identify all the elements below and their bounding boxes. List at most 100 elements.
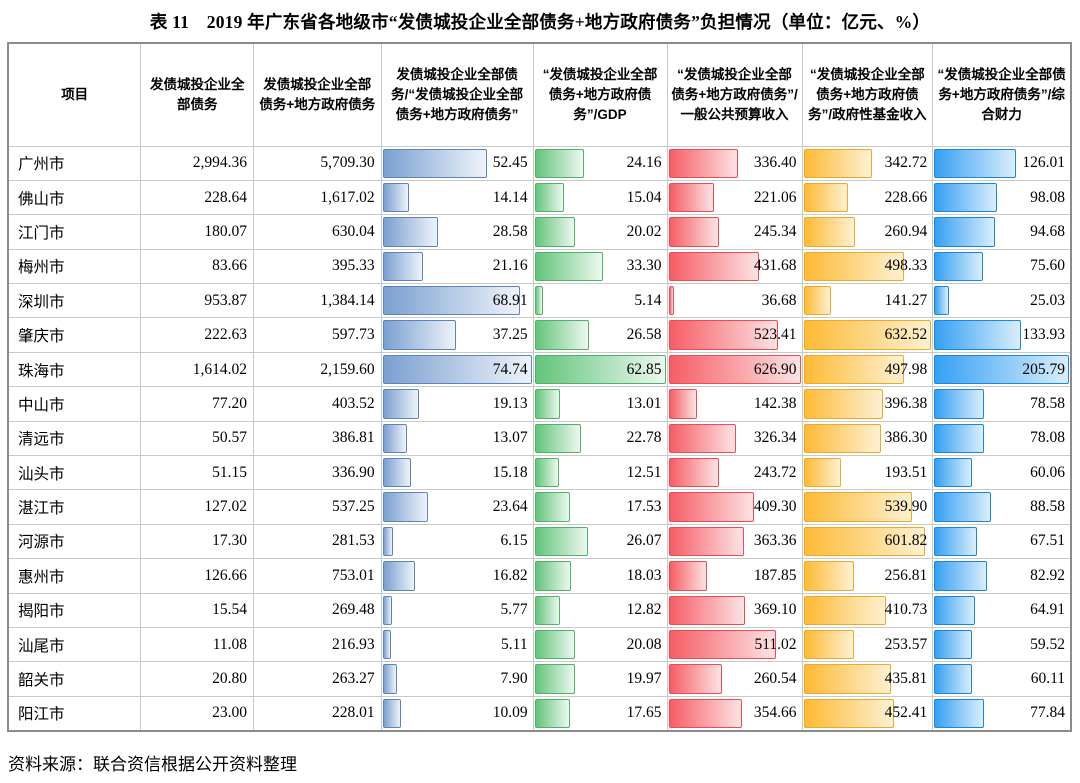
databar-cell: 19.97 [532,661,668,697]
value-cell: 597.73 [253,317,382,353]
city-cell: 惠州市 [7,558,142,594]
table-row: 汕尾市 11.08 216.93 5.11 20.08 511.02 253.57 59.52 [7,626,1072,663]
table-row: 佛山市 228.64 1,617.02 14.14 15.04 221.06 228.66 9… [7,179,1072,216]
bar-value-label: 245.34 [753,222,797,240]
bar-value-label: 21.16 [492,257,528,275]
data-bar [934,389,985,419]
databar-cell: 13.01 [532,386,668,422]
bar-value-label: 25.03 [1030,291,1065,309]
city-cell: 湛江市 [7,489,142,525]
bar-value-label: 37.25 [492,326,528,344]
databar-cell: 498.33 [801,248,934,285]
data-bar [382,698,401,728]
data-bar [934,561,988,591]
value-cell: 269.48 [253,592,382,628]
data-bar [934,251,983,282]
data-bar [534,148,584,178]
databar-cell: 28.58 [380,214,534,250]
bar-value-label: 435.81 [884,670,928,688]
table-row: 梅州市 83.66 395.33 21.16 33.30 431.68 498.33 75.6… [7,248,1072,285]
value-cell: 228.64 [140,179,255,216]
bar-value-label: 601.82 [884,532,928,550]
data-bar [803,595,886,625]
value-cell: 5,709.30 [253,145,382,181]
data-bar [534,458,560,488]
bar-value-label: 17.53 [626,498,662,516]
data-bar [534,664,575,694]
city-cell: 深圳市 [7,283,142,319]
value-cell: 216.93 [253,626,382,663]
bar-value-label: 67.51 [1030,532,1065,550]
value-cell: 1,617.02 [253,179,382,216]
table-body: 广州市 2,994.36 5,709.30 52.45 24.16 336.40 342.7… [7,145,1072,732]
value-cell: 17.30 [140,523,255,560]
databar-cell: 626.90 [666,351,803,388]
table-title: 表 11 2019 年广东省各地级市“发债城投企业全部债务+地方政府债务”负担情… [149,12,931,32]
databar-cell: 67.51 [932,523,1072,560]
bar-value-label: 326.34 [753,429,797,447]
bar-value-label: 33.30 [626,257,662,275]
data-bar [534,182,565,213]
databar-cell: 409.30 [666,489,803,525]
table-row: 河源市 17.30 281.53 6.15 26.07 363.36 601.82 67.51 [7,523,1072,560]
bar-value-label: 498.33 [884,257,928,275]
value-cell: 630.04 [253,214,382,250]
city-cell: 肇庆市 [7,317,142,353]
value-cell: 83.66 [140,248,255,285]
value-cell: 1,614.02 [140,351,255,388]
bar-value-label: 82.92 [1030,566,1065,584]
databar-cell: 68.91 [380,283,534,319]
bar-value-label: 396.38 [884,394,928,412]
data-bar [382,561,415,591]
bar-value-label: 16.82 [492,566,528,584]
table-row: 揭阳市 15.54 269.48 5.77 12.82 369.10 410.73 64.91 [7,592,1072,628]
city-cell: 中山市 [7,386,142,422]
databar-cell: 78.58 [932,386,1072,422]
value-cell: 403.52 [253,386,382,422]
databar-cell: 59.52 [932,626,1072,663]
databar-cell: 19.13 [380,386,534,422]
city-cell: 广州市 [7,145,142,181]
databar-cell: 336.40 [666,145,803,181]
data-bar [534,217,575,247]
bar-value-label: 75.60 [1030,257,1065,275]
data-bar [668,423,737,454]
databar-cell: 141.27 [801,283,934,319]
data-bar [668,217,719,247]
debt-burden-table: 项目 发债城投企业全部债务 发债城投企业全部债务+地方政府债务 发债城投企业全部债务/… [7,42,1072,732]
data-bar [382,423,407,454]
databar-cell: 14.14 [380,179,534,216]
bar-value-label: 409.30 [753,498,797,516]
value-cell: 11.08 [140,626,255,663]
bar-value-label: 342.72 [884,154,928,172]
databar-cell: 26.58 [532,317,668,353]
data-bar [803,251,904,282]
value-cell: 537.25 [253,489,382,525]
databar-cell: 36.68 [666,283,803,319]
table-row: 阳江市 23.00 228.01 10.09 17.65 354.66 452.41 77.8… [7,695,1072,732]
bar-value-label: 141.27 [884,291,928,309]
data-bar [534,389,561,419]
data-bar [534,595,560,625]
table-row: 惠州市 126.66 753.01 16.82 18.03 187.85 256.81 82.… [7,558,1072,594]
bar-value-label: 78.08 [1030,429,1065,447]
value-cell: 228.01 [253,695,382,732]
databar-cell: 452.41 [801,695,934,732]
table-row: 湛江市 127.02 537.25 23.64 17.53 409.30 539.90 88.… [7,489,1072,525]
data-bar [668,389,697,419]
column-header: 发债城投企业全部债务 [140,42,255,147]
databar-cell: 17.65 [532,695,668,732]
databar-cell: 62.85 [532,351,668,388]
databar-cell: 37.25 [380,317,534,353]
bar-value-label: 142.38 [753,394,797,412]
databar-cell: 26.07 [532,523,668,560]
bar-value-label: 19.13 [492,394,528,412]
bar-value-label: 386.30 [884,429,928,447]
value-cell: 50.57 [140,420,255,457]
bar-value-label: 5.14 [634,291,662,309]
table-header: 项目 发债城投企业全部债务 发债城投企业全部债务+地方政府债务 发债城投企业全部债务/… [7,42,1072,147]
bar-value-label: 20.02 [626,222,662,240]
data-bar [534,698,570,728]
databar-cell: 77.84 [932,695,1072,732]
